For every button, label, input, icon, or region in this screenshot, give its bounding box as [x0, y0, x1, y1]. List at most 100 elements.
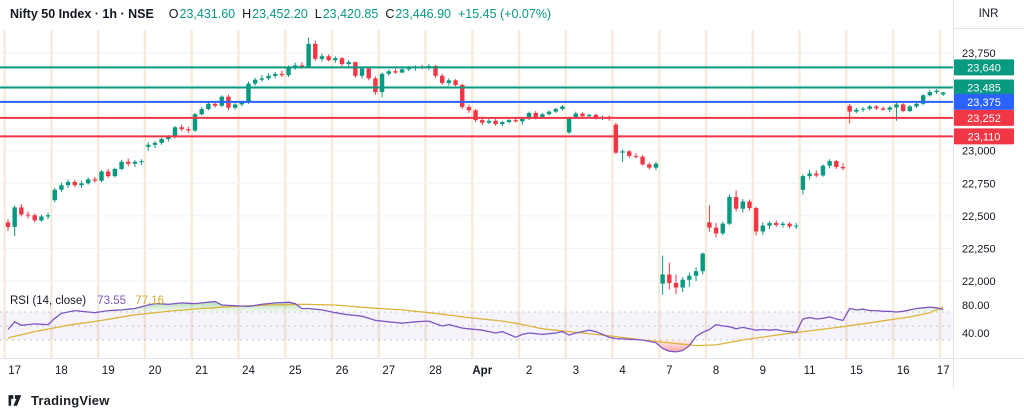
- date-tick-label: 24: [242, 365, 255, 377]
- ohlc-close-value: 23,446.90: [395, 7, 451, 21]
- candle-body: [59, 185, 64, 190]
- candle-body: [19, 207, 24, 215]
- rsi-overbought-fill: [847, 308, 897, 312]
- candle-body: [834, 161, 839, 167]
- date-tick-label: 15: [850, 365, 863, 377]
- price-tick-label: 23,750: [962, 48, 996, 60]
- price-level-badge: [954, 109, 1014, 126]
- candle-body: [540, 114, 545, 118]
- candle-body: [700, 253, 705, 272]
- candle-body: [900, 104, 906, 111]
- candle-body: [593, 114, 599, 119]
- candle-body: [546, 111, 552, 115]
- candle-body: [827, 161, 832, 166]
- session-gridline: [143, 30, 147, 358]
- change-value: +15.45 (+0.07%): [457, 7, 552, 21]
- candle-body: [867, 106, 872, 109]
- candle-body: [293, 65, 298, 67]
- rsi-line: [7, 300, 944, 353]
- session-gridline: [330, 30, 334, 358]
- session-gridline: [751, 30, 755, 358]
- candle-body: [800, 176, 806, 190]
- price-level-badge-label: 23,640: [967, 62, 1001, 74]
- tradingview-attribution[interactable]: TradingView: [8, 393, 110, 408]
- candle-body: [52, 189, 57, 201]
- candle-body: [887, 107, 892, 110]
- candle-body: [159, 138, 164, 143]
- candle-body: [874, 106, 879, 109]
- price-level-badge-label: 23,110: [968, 131, 1001, 143]
- candle-body: [753, 208, 759, 232]
- candle-body: [192, 114, 198, 131]
- candle-body: [927, 92, 933, 96]
- session-gridline: [471, 30, 474, 358]
- date-tick-label: 4: [619, 365, 626, 377]
- rsi-title: RSI: [10, 295, 30, 307]
- candle-body: [326, 56, 331, 61]
- price-level-badge: [954, 79, 1014, 96]
- candle-body: [480, 120, 485, 123]
- rsi-params: (14, close): [32, 295, 87, 307]
- date-tick-label: 21: [195, 365, 208, 377]
- candle-body: [39, 216, 44, 221]
- candle-body: [814, 173, 819, 176]
- candle-body: [673, 282, 679, 288]
- price-level-badge: [954, 128, 1014, 145]
- price-level-badge-label: 23,375: [967, 97, 1001, 109]
- candle-body: [713, 227, 719, 234]
- candle-body: [112, 168, 118, 177]
- rsi-indicator-label[interactable]: RSI (14, close) 73.55 77.16: [10, 295, 164, 307]
- candle-body: [119, 161, 124, 169]
- price-tick-label: 22,500: [962, 211, 996, 223]
- candle-body: [186, 129, 191, 131]
- symbol-title[interactable]: Nifty 50 Index · 1h · NSE: [10, 7, 154, 21]
- candle-body: [560, 106, 565, 110]
- candle-body: [252, 79, 258, 84]
- rsi-tick-label: 80.00: [962, 300, 990, 312]
- session-gridline: [50, 30, 53, 358]
- candle-body: [914, 103, 919, 107]
- candle-body: [353, 62, 358, 76]
- candle-body: [339, 58, 345, 65]
- candle-body: [65, 181, 71, 186]
- candle-body: [894, 104, 899, 108]
- candle-body: [379, 73, 385, 93]
- session-gridline: [3, 30, 6, 358]
- candle-body: [279, 73, 285, 76]
- session-gridline: [96, 30, 100, 358]
- session-gridline: [704, 30, 708, 358]
- price-level-badge: [954, 93, 1014, 110]
- rsi-value: 73.55: [97, 295, 127, 307]
- candle-body: [640, 156, 645, 165]
- date-tick-label: 11: [804, 365, 816, 377]
- ohlc-close-label: C: [385, 7, 395, 21]
- candle-body: [179, 127, 184, 130]
- candle-body: [12, 207, 17, 227]
- candle-body: [79, 183, 84, 186]
- date-tick-label: 18: [55, 365, 68, 377]
- price-tick-label: 22,250: [962, 243, 996, 255]
- candle-body: [212, 103, 218, 106]
- candle-body: [506, 120, 512, 123]
- candle-body: [533, 112, 538, 118]
- session-gridline: [891, 30, 895, 358]
- candle-body: [573, 113, 578, 118]
- candle-body: [860, 108, 866, 110]
- date-tick-label: 3: [573, 365, 579, 377]
- candle-body: [553, 109, 558, 112]
- price-level-badge: [954, 59, 1014, 76]
- candle-body: [319, 56, 325, 59]
- session-gridline: [517, 30, 521, 358]
- session-gridline: [424, 30, 427, 358]
- candle-body: [126, 161, 131, 164]
- candle-body: [313, 43, 318, 59]
- ohlc-open-value: 23,431.60: [179, 7, 236, 21]
- candle-body: [907, 106, 912, 111]
- currency-label[interactable]: INR: [978, 8, 999, 20]
- candle-body: [747, 201, 752, 209]
- candle-body: [466, 107, 472, 111]
- date-tick-label: 7: [666, 365, 672, 377]
- candle-body: [580, 113, 585, 117]
- candle-body: [727, 196, 732, 224]
